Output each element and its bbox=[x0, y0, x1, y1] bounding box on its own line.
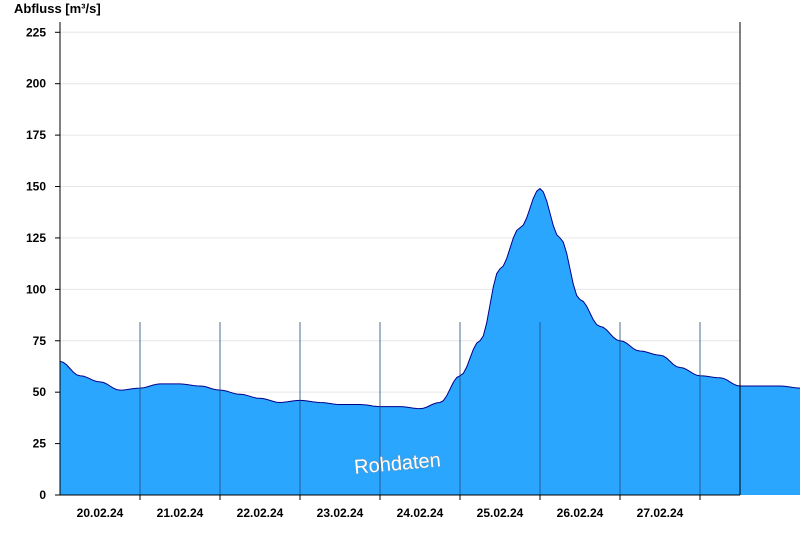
y-tick-label-25: 25 bbox=[33, 437, 47, 451]
x-ticks: 20.02.24 21.02.24 22.02.24 23.02.24 24.02.24… bbox=[77, 495, 701, 520]
x-tick-label-3: 23.02.24 bbox=[317, 506, 364, 520]
y-ticks: 0 25 50 75 100 125 150 175 200 225 bbox=[26, 25, 60, 502]
y-tick-label-225: 225 bbox=[26, 25, 46, 39]
y-tick-label-0: 0 bbox=[39, 488, 46, 502]
area-fill bbox=[60, 188, 800, 495]
y-tick-label-100: 100 bbox=[26, 282, 46, 296]
area-line bbox=[59, 187, 800, 410]
y-tick-label-150: 150 bbox=[26, 180, 46, 194]
y-tick-label-50: 50 bbox=[33, 385, 47, 399]
x-tick-label-2: 22.02.24 bbox=[237, 506, 284, 520]
area-series bbox=[59, 187, 800, 495]
x-tick-label-0: 20.02.24 bbox=[77, 506, 124, 520]
y-tick-label-175: 175 bbox=[26, 128, 46, 142]
axes bbox=[59, 22, 741, 496]
x-tick-label-7: 27.02.24 bbox=[637, 506, 684, 520]
y-tick-label-125: 125 bbox=[26, 231, 46, 245]
y-axis-label: Abfluss [m³/s] bbox=[14, 1, 101, 16]
x-tick-label-1: 21.02.24 bbox=[157, 506, 204, 520]
y-tick-label-200: 200 bbox=[26, 77, 46, 91]
day-separators bbox=[139, 322, 701, 495]
y-tick-label-75: 75 bbox=[33, 334, 47, 348]
x-tick-label-4: 24.02.24 bbox=[397, 506, 444, 520]
x-tick-label-5: 25.02.24 bbox=[477, 506, 524, 520]
x-tick-label-6: 26.02.24 bbox=[557, 506, 604, 520]
